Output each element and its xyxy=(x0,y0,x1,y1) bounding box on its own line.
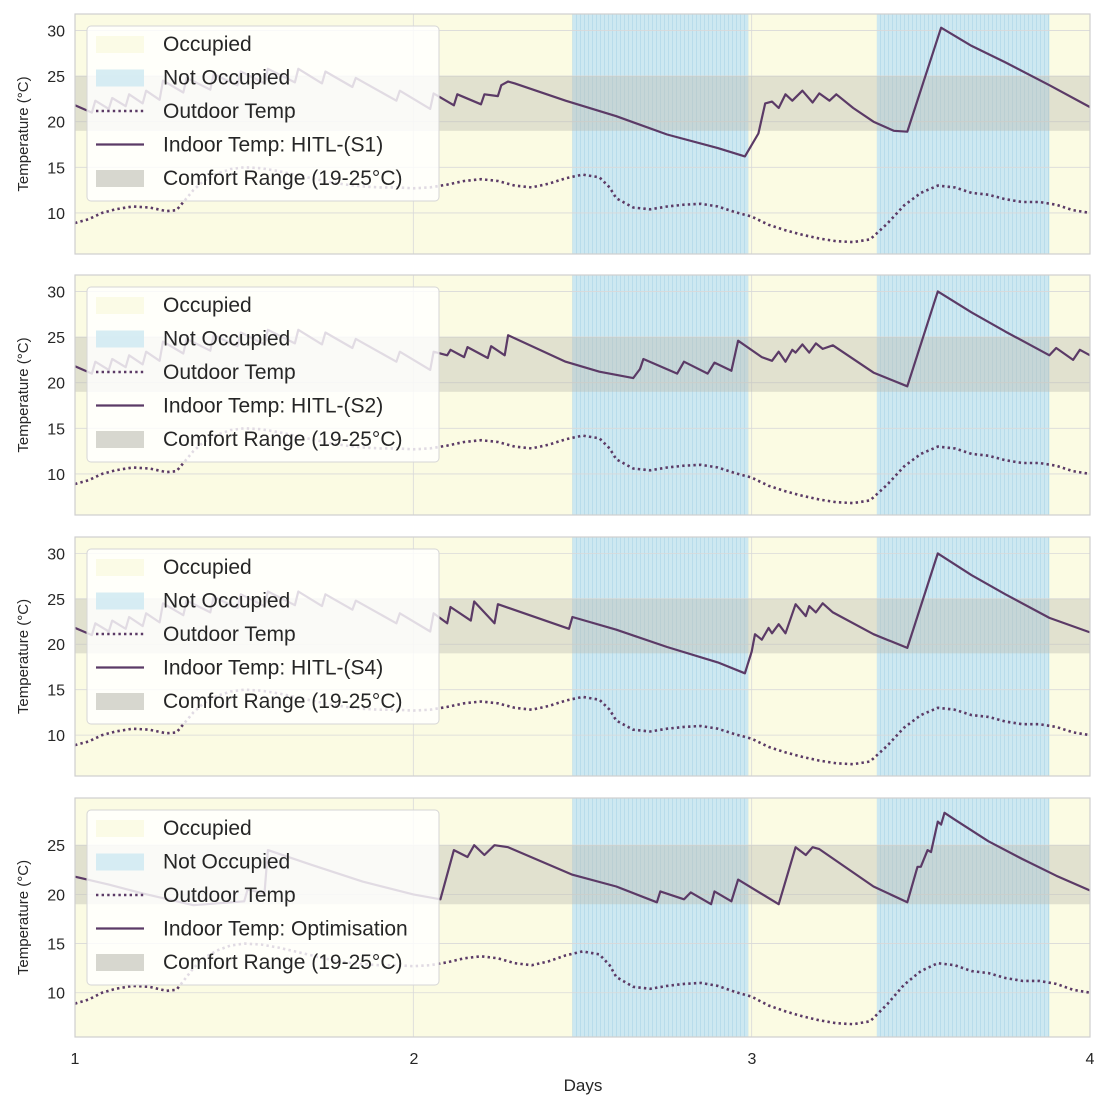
y-tick-label: 25 xyxy=(47,838,65,855)
legend-swatch-not-occupied xyxy=(96,330,144,348)
plot-frame xyxy=(74,13,1091,255)
y-axis-label: Temperature (°C) xyxy=(15,76,32,191)
y-tick-label: 10 xyxy=(47,986,65,1003)
y-axis-label: Temperature (°C) xyxy=(15,337,32,452)
not-occupied-band-2 xyxy=(876,798,1050,1037)
panel-1: 10 15 20 25 30 Temperature (°C) Occupied Not Oc… xyxy=(15,13,1091,255)
legend-label: Occupied xyxy=(163,33,252,56)
legend-label: Comfort Range (19-25°C) xyxy=(163,951,403,974)
x-axis-label: Days xyxy=(564,1076,603,1095)
not-occupied-band-2 xyxy=(876,537,1050,776)
y-tick-label: 10 xyxy=(47,467,65,484)
legend-swatch-not-occupied xyxy=(96,592,144,610)
legend: Occupied Not Occupied Outdoor Temp Indoor T… xyxy=(86,548,440,725)
legend-label: Not Occupied xyxy=(163,851,290,874)
y-tick-label: 15 xyxy=(47,160,65,177)
legend-label: Not Occupied xyxy=(163,590,290,613)
y-axis-label: Temperature (°C) xyxy=(15,860,32,975)
legend-label: Indoor Temp: HITL-(S2) xyxy=(163,395,383,418)
x-tick-label-4: 4 xyxy=(1086,1051,1095,1068)
y-tick-label: 20 xyxy=(47,376,65,393)
legend-label: Occupied xyxy=(163,556,252,579)
legend-label: Comfort Range (19-25°C) xyxy=(163,690,403,713)
legend-box xyxy=(86,25,440,202)
panel-4: 10 15 20 25 Temperature (°C) Occupied Not Occu… xyxy=(15,797,1091,1038)
legend-swatch-comfort-range xyxy=(96,170,144,187)
y-tick-label: 30 xyxy=(47,23,65,40)
y-tick-label: 20 xyxy=(47,637,65,654)
legend-label: Outdoor Temp xyxy=(163,884,296,907)
legend-swatch-comfort-range xyxy=(96,693,144,710)
y-tick-label: 10 xyxy=(47,206,65,223)
outdoor-temp-line xyxy=(74,688,1091,766)
not-occupied-band-1 xyxy=(572,14,749,254)
legend-label: Comfort Range (19-25°C) xyxy=(163,428,403,451)
y-tick-label: 10 xyxy=(47,728,65,745)
legend: Occupied Not Occupied Outdoor Temp Indoor T… xyxy=(86,25,440,202)
legend-swatch-not-occupied xyxy=(96,69,144,87)
legend-label: Indoor Temp: Optimisation xyxy=(163,918,408,941)
x-tick-label-1: 1 xyxy=(71,1051,80,1068)
legend: Occupied Not Occupied Outdoor Temp Indoor T… xyxy=(86,286,440,463)
legend-swatch-not-occupied xyxy=(96,853,144,871)
plot-frame xyxy=(74,274,1091,516)
not-occupied-band-1 xyxy=(572,275,749,515)
legend-label: Occupied xyxy=(163,817,252,840)
panels: 10 15 20 25 30 Temperature (°C) Occupied Not Oc… xyxy=(15,13,1091,1038)
y-tick-label: 30 xyxy=(47,546,65,563)
legend-label: Indoor Temp: HITL-(S4) xyxy=(163,657,383,680)
y-tick-label: 25 xyxy=(47,330,65,347)
legend-box xyxy=(86,286,440,463)
legend-swatch-comfort-range xyxy=(96,431,144,448)
legend-label: Outdoor Temp xyxy=(163,361,296,384)
legend-swatch-occupied xyxy=(96,297,144,314)
legend-swatch-occupied xyxy=(96,820,144,837)
legend-label: Occupied xyxy=(163,294,252,317)
panel-2: 10 15 20 25 30 Temperature (°C) Occupied Not Oc… xyxy=(15,274,1091,516)
y-tick-label: 25 xyxy=(47,69,65,86)
y-tick-label: 30 xyxy=(47,284,65,301)
legend-box xyxy=(86,548,440,725)
legend-label: Comfort Range (19-25°C) xyxy=(163,167,403,190)
y-tick-label: 25 xyxy=(47,592,65,609)
plot-frame xyxy=(74,536,1091,777)
legend-label: Outdoor Temp xyxy=(163,100,296,123)
legend-box xyxy=(86,809,440,986)
not-occupied-band-2 xyxy=(876,275,1050,515)
legend-label: Indoor Temp: HITL-(S1) xyxy=(163,134,383,157)
not-occupied-band-1 xyxy=(572,798,749,1037)
legend-swatch-comfort-range xyxy=(96,954,144,971)
not-occupied-band-2 xyxy=(876,14,1050,254)
y-axis-label: Temperature (°C) xyxy=(15,599,32,714)
legend-label: Not Occupied xyxy=(163,67,290,90)
y-tick-label: 15 xyxy=(47,421,65,438)
x-tick-label-2: 2 xyxy=(410,1051,419,1068)
x-tick-label-3: 3 xyxy=(748,1051,757,1068)
not-occupied-band-1 xyxy=(572,537,749,776)
legend-label: Outdoor Temp xyxy=(163,623,296,646)
legend-swatch-occupied xyxy=(96,36,144,53)
y-tick-label: 15 xyxy=(47,937,65,954)
y-tick-label: 15 xyxy=(47,683,65,700)
x-axis: 1 2 3 4 Days xyxy=(71,1051,1095,1095)
plot-frame xyxy=(74,797,1091,1038)
y-tick-label: 20 xyxy=(47,887,65,904)
legend-label: Not Occupied xyxy=(163,328,290,351)
panel-3: 10 15 20 25 30 Temperature (°C) Occupied Not Oc… xyxy=(15,536,1091,777)
y-tick-label: 20 xyxy=(47,115,65,132)
outdoor-temp-line xyxy=(74,166,1091,244)
legend-swatch-occupied xyxy=(96,559,144,576)
legend: Occupied Not Occupied Outdoor Temp Indoor T… xyxy=(86,809,440,986)
outdoor-temp-line xyxy=(74,427,1091,505)
